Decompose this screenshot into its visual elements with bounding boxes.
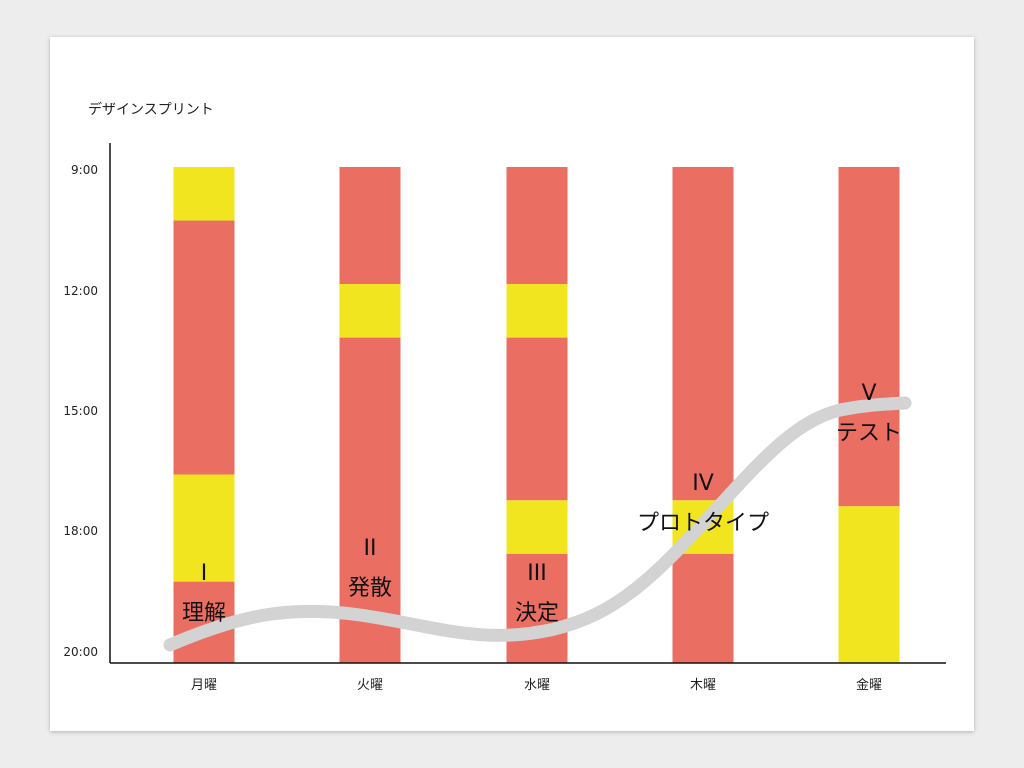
stage-numeral: V [861,381,876,406]
x-tick-label: 木曜 [690,678,716,693]
x-tick-labels: 月曜 火曜 水曜 木曜 金曜 [191,677,882,693]
bar-segment-水曜-3 [506,500,568,554]
flow-curve [163,396,912,652]
x-tick-label: 金曜 [856,677,882,693]
bar-segment-月曜-0 [173,167,235,221]
bar-segment-火曜-0 [339,167,401,285]
bar-segment-水曜-4 [506,553,568,663]
bars-group [173,167,900,663]
y-tick-labels: 9:00 12:00 15:00 18:00 20:00 [63,163,98,659]
y-tick-label: 20:00 [63,645,98,659]
bar-segment-水曜-2 [506,337,568,501]
stage-name: 理解 [182,601,226,626]
bar-segment-火曜-1 [339,284,401,338]
bar-segment-木曜-0 [672,167,734,501]
stage-name: 発散 [348,576,392,601]
stage-name: テスト [836,421,902,446]
x-tick-label: 水曜 [524,678,550,693]
bar-segment-金曜-0 [838,167,900,507]
stage-labels: I 理解 II 発散 III 決定 IV プロトタイプ V テスト [182,381,902,626]
bar-segment-月曜-1 [173,220,235,475]
stage-numeral: IV [692,471,714,496]
x-tick-label: 火曜 [357,678,383,693]
y-tick-label: 18:00 [63,524,98,538]
bar-segment-金曜-1 [838,506,900,663]
y-tick-label: 9:00 [71,163,98,177]
stage-name: プロトタイプ [637,511,769,536]
bar-segment-水曜-1 [506,284,568,338]
bar-segment-月曜-2 [173,474,235,582]
y-tick-label: 12:00 [63,284,98,298]
y-tick-label: 15:00 [63,404,98,418]
stage-numeral: I [201,561,208,586]
stage-name: 決定 [515,601,559,626]
chart-title: デザインスプリント [88,101,214,118]
stage-numeral: III [527,561,546,586]
stage-numeral: II [364,536,377,561]
bar-segment-木曜-2 [672,553,734,663]
bar-segment-水曜-0 [506,167,568,285]
x-tick-label: 月曜 [191,678,217,693]
